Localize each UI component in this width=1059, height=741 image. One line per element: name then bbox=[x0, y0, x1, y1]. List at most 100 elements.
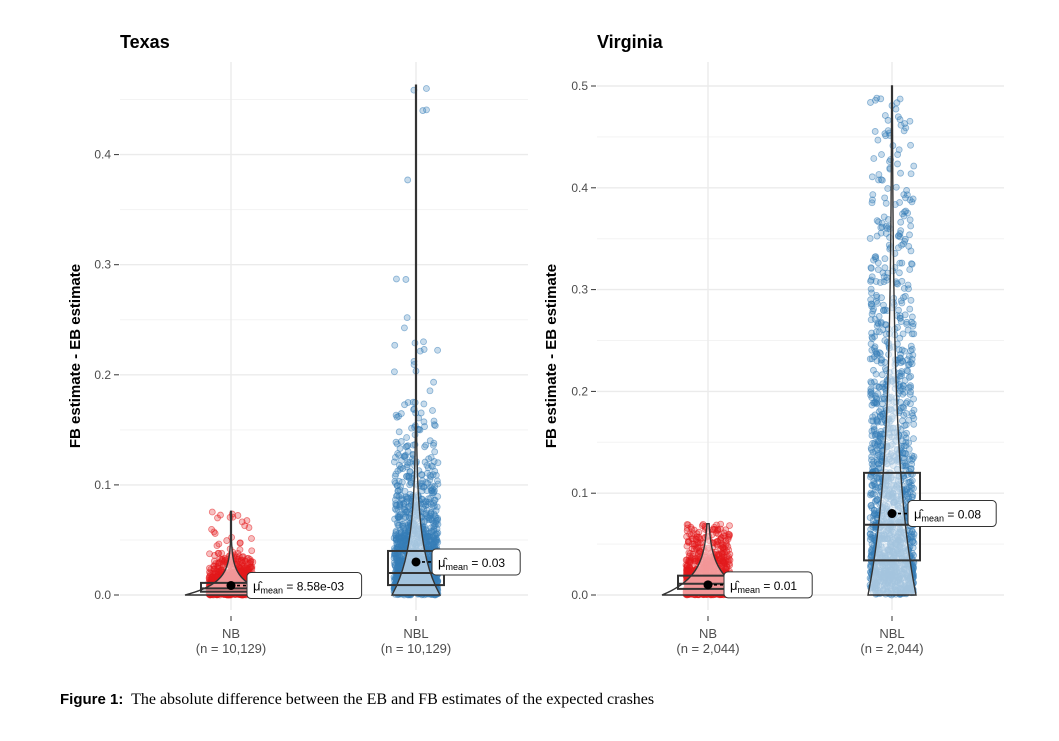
data-point bbox=[428, 462, 435, 470]
data-point bbox=[868, 355, 876, 363]
data-point bbox=[401, 324, 408, 332]
data-point bbox=[430, 421, 438, 429]
data-point bbox=[423, 85, 430, 92]
data-point bbox=[397, 410, 405, 417]
figure-caption: Figure 1: The absolute difference betwee… bbox=[60, 691, 654, 709]
data-point bbox=[874, 266, 882, 273]
y-tick-label: 0.2 bbox=[94, 368, 111, 382]
data-point bbox=[902, 421, 910, 429]
data-point bbox=[430, 378, 437, 386]
data-point bbox=[883, 274, 891, 281]
data-point bbox=[219, 555, 227, 563]
data-point bbox=[392, 529, 400, 536]
data-point bbox=[423, 106, 430, 114]
data-point bbox=[908, 409, 916, 417]
data-point bbox=[908, 493, 916, 501]
data-point bbox=[432, 530, 440, 538]
data-point bbox=[892, 183, 900, 191]
data-point bbox=[899, 454, 907, 462]
data-point bbox=[867, 502, 875, 510]
data-point bbox=[867, 264, 875, 272]
data-point bbox=[397, 438, 405, 445]
group-nbl: μ̂mean = 0.03 bbox=[387, 84, 521, 599]
data-point bbox=[878, 151, 885, 158]
data-point bbox=[238, 568, 246, 575]
data-point bbox=[873, 291, 880, 299]
data-point bbox=[726, 556, 734, 564]
x-tick-sublabel: (n = 2,044) bbox=[860, 641, 923, 656]
y-tick-label: 0.2 bbox=[571, 384, 588, 398]
data-point bbox=[873, 511, 880, 519]
data-point bbox=[894, 280, 901, 288]
data-point bbox=[223, 537, 231, 544]
data-point bbox=[234, 512, 242, 519]
data-point bbox=[882, 199, 890, 207]
data-point bbox=[218, 549, 226, 557]
data-point bbox=[900, 284, 908, 292]
data-point bbox=[907, 222, 915, 230]
data-point bbox=[894, 160, 901, 168]
x-tick-sublabel: (n = 10,129) bbox=[381, 641, 451, 656]
data-point bbox=[906, 216, 914, 224]
x-tick-label: NB bbox=[222, 626, 240, 641]
data-point bbox=[872, 432, 879, 440]
data-point bbox=[874, 136, 882, 144]
data-point bbox=[900, 212, 908, 220]
y-tick-label: 0.4 bbox=[571, 181, 588, 195]
data-point bbox=[873, 458, 881, 466]
data-point bbox=[903, 367, 911, 374]
data-point bbox=[877, 229, 885, 237]
data-point bbox=[896, 199, 903, 206]
data-point bbox=[875, 171, 883, 178]
data-point bbox=[872, 297, 880, 305]
data-point bbox=[881, 130, 889, 138]
data-point bbox=[404, 176, 412, 184]
data-point bbox=[897, 169, 904, 177]
violin bbox=[184, 510, 278, 596]
data-point bbox=[238, 562, 246, 570]
x-tick-label: NB bbox=[699, 626, 717, 641]
data-point bbox=[422, 478, 430, 486]
data-point bbox=[905, 439, 913, 447]
data-point bbox=[693, 530, 701, 537]
data-point bbox=[905, 373, 913, 381]
data-point bbox=[904, 326, 912, 334]
data-point bbox=[867, 296, 875, 304]
data-point bbox=[395, 428, 403, 436]
group-nbl: μ̂mean = 0.08 bbox=[863, 85, 997, 599]
data-point bbox=[906, 305, 914, 313]
data-point bbox=[685, 549, 693, 557]
data-point bbox=[391, 341, 399, 349]
data-point bbox=[420, 346, 428, 353]
data-point bbox=[238, 518, 246, 526]
data-point bbox=[398, 533, 405, 540]
data-point bbox=[910, 420, 918, 428]
data-point bbox=[210, 528, 218, 536]
data-point bbox=[877, 224, 885, 232]
data-point bbox=[683, 527, 691, 535]
data-point bbox=[907, 296, 915, 304]
data-point bbox=[907, 170, 915, 178]
data-point bbox=[393, 482, 401, 490]
chart-title: Texas bbox=[120, 32, 170, 52]
y-tick-label: 0.3 bbox=[571, 283, 588, 297]
data-point bbox=[420, 400, 428, 408]
data-point bbox=[896, 233, 904, 241]
data-point bbox=[907, 247, 915, 255]
data-point bbox=[395, 513, 403, 521]
y-tick-label: 0.4 bbox=[94, 148, 111, 162]
data-point bbox=[881, 194, 889, 202]
data-point bbox=[868, 199, 876, 207]
data-point bbox=[424, 500, 432, 508]
data-point bbox=[420, 338, 427, 346]
data-point bbox=[881, 255, 889, 263]
data-point bbox=[403, 314, 411, 322]
data-point bbox=[876, 442, 884, 450]
data-point bbox=[718, 554, 726, 562]
data-point bbox=[892, 105, 900, 113]
data-point bbox=[894, 113, 902, 121]
data-point bbox=[878, 395, 886, 403]
data-point bbox=[884, 185, 892, 192]
data-point bbox=[895, 269, 903, 277]
data-point bbox=[713, 527, 721, 535]
